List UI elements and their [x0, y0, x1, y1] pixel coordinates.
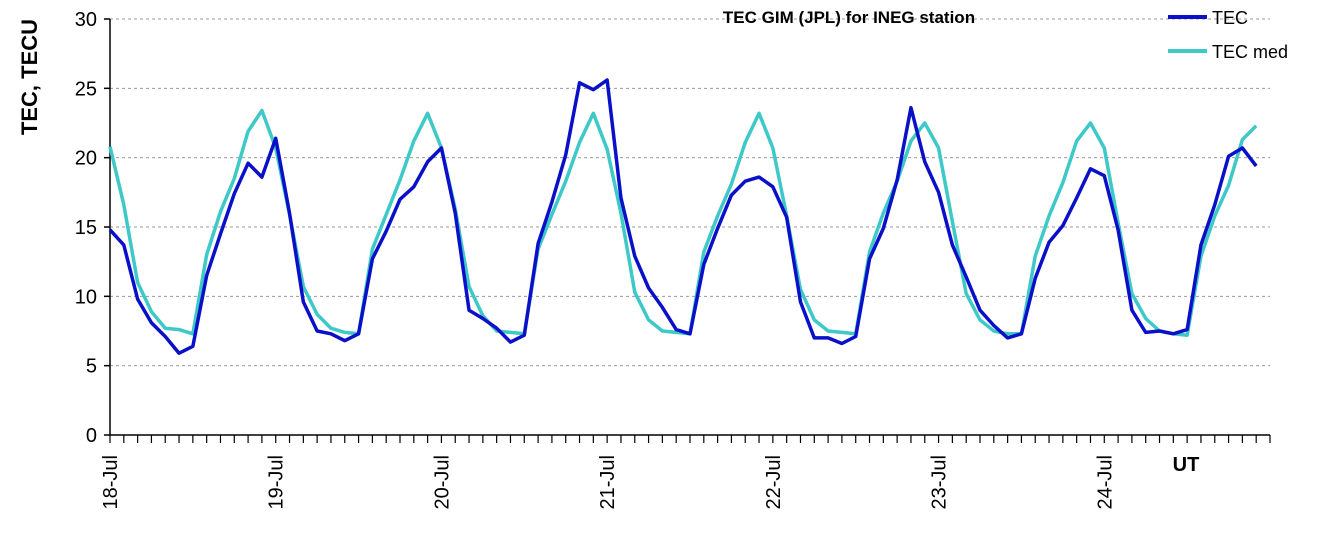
series-line-tec	[108, 78, 1258, 355]
x-tick-label: 22-Jul	[763, 455, 785, 509]
y-ticks: 0 5 10 15 20 25 30	[75, 9, 110, 447]
y-tick-label: 20	[75, 148, 97, 170]
chart-title: TEC GIM (JPL) for INEG station	[723, 8, 975, 27]
series-line-tec-med	[108, 108, 1258, 337]
y-tick-label: 10	[75, 286, 97, 308]
x-tick-label: 21-Jul	[597, 455, 619, 509]
y-tick-label: 15	[75, 217, 97, 239]
x-tick-label: 23-Jul	[929, 455, 951, 509]
y-tick-label: 30	[75, 9, 97, 31]
x-tick-label: 19-Jul	[266, 455, 288, 509]
x-axis-label: UT	[1173, 454, 1200, 476]
x-tick-label: 24-Jul	[1094, 455, 1116, 509]
legend-label-tec-med: TEC med	[1212, 42, 1288, 62]
y-axis-label: TEC, TECU	[17, 19, 42, 135]
x-ticks: 18-Jul 19-Jul 20-Jul 21-Jul 22-Jul 23-Jul 24-J…	[100, 435, 1271, 509]
y-tick-label: 5	[86, 356, 97, 378]
y-tick-label: 25	[75, 78, 97, 100]
legend: TEC TEC med	[1168, 8, 1288, 62]
y-tick-label: 0	[86, 425, 97, 447]
x-tick-label: 18-Jul	[100, 455, 122, 509]
x-tick-label: 20-Jul	[431, 455, 453, 509]
series-lines	[108, 78, 1258, 355]
legend-label-tec: TEC	[1212, 8, 1248, 28]
